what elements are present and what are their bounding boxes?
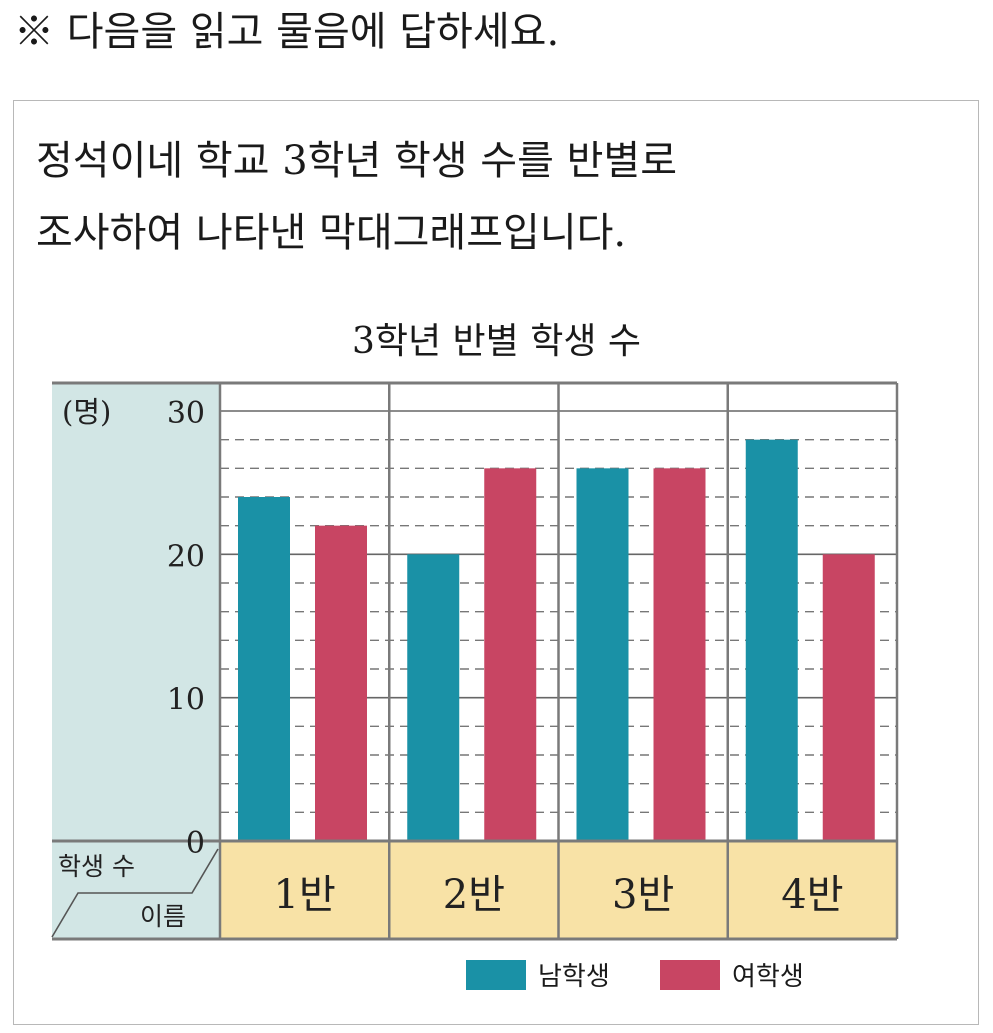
y-tick-label: 0	[186, 826, 205, 861]
legend-label-male: 남학생	[538, 962, 610, 992]
legend-item-male: 남학생	[466, 956, 610, 993]
passage: 정석이네 학교 3학년 학생 수를 반별로 조사하여 나타낸 막대그래프입니다.	[36, 125, 677, 269]
passage-line-2: 조사하여 나타낸 막대그래프입니다.	[36, 210, 627, 256]
bar-male-1	[238, 497, 290, 841]
y-tick-label: 10	[167, 683, 205, 718]
category-label-1: 1반	[274, 872, 336, 918]
bar-female-3	[653, 468, 706, 841]
category-label-4: 4반	[781, 872, 843, 918]
legend-label-female: 여학생	[732, 962, 804, 992]
category-label-3: 3반	[612, 872, 674, 918]
instruction-text: ※ 다음을 읽고 물음에 답하세요.	[14, 9, 560, 55]
bar-female-1	[315, 525, 367, 841]
chart-title: 3학년 반별 학생 수	[351, 321, 642, 362]
corner-bottom-label: 이름	[140, 902, 186, 931]
y-axis-panel	[52, 383, 220, 841]
legend-item-female: 여학생	[660, 956, 804, 993]
y-axis-unit: (명)	[62, 395, 111, 429]
y-tick-label: 20	[167, 539, 205, 574]
passage-line-1: 정석이네 학교 3학년 학생 수를 반별로	[36, 138, 678, 184]
y-tick-label: 30	[167, 396, 205, 431]
bar-male-4	[745, 439, 798, 841]
legend-swatch-male	[466, 959, 526, 990]
question-card	[13, 100, 979, 1025]
bar-male-2	[407, 554, 460, 841]
corner-panel	[52, 841, 220, 939]
corner-divider	[51, 848, 219, 938]
category-label-2: 2반	[443, 872, 505, 918]
corner-top-label: 학생 수	[58, 852, 135, 881]
bar-female-4	[822, 554, 875, 841]
legend-swatch-female	[660, 959, 720, 990]
bar-male-3	[576, 468, 629, 841]
bar-female-2	[484, 468, 537, 841]
